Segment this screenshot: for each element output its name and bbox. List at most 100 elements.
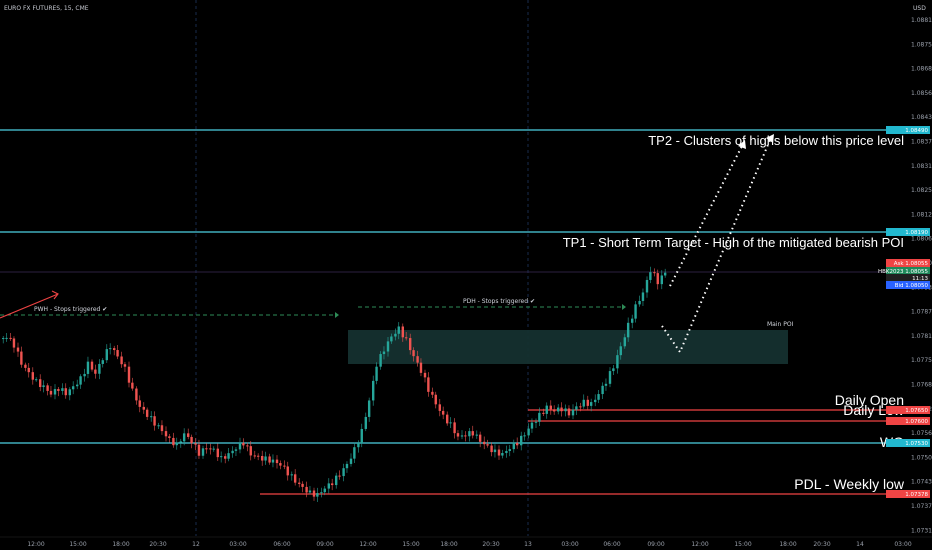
price-tick-label: 1.07375	[911, 503, 932, 510]
trend-arrow-line[interactable]	[0, 293, 59, 319]
candle	[619, 342, 622, 360]
candle	[520, 431, 523, 451]
candle	[582, 394, 585, 409]
candle	[98, 359, 101, 380]
candle	[123, 362, 127, 373]
svg-text:1.07378: 1.07378	[905, 492, 928, 498]
candle	[338, 470, 341, 480]
candles-group	[2, 266, 667, 502]
price-tick-label: 1.07750	[911, 357, 932, 364]
time-tick-label: 18:00	[112, 541, 129, 548]
candle	[57, 387, 60, 397]
candle	[238, 437, 242, 454]
candle	[9, 332, 12, 341]
price-badges: 1.08490 1.08190 Ask 1.08055 HBK2023 1.08055…	[878, 126, 930, 498]
candle	[557, 404, 560, 415]
candle	[179, 438, 182, 448]
pdh-label: PDH - Stops triggered ✔	[463, 298, 535, 305]
candle	[456, 430, 460, 441]
svg-text:1.07530: 1.07530	[905, 441, 928, 447]
candle	[626, 317, 630, 342]
candle	[175, 437, 178, 450]
time-tick-label: 13	[524, 541, 532, 548]
candle	[90, 359, 94, 372]
candle	[649, 266, 652, 284]
candle	[279, 460, 282, 470]
candle	[490, 442, 493, 457]
candle	[638, 295, 641, 307]
time-tick-label: 12	[192, 541, 200, 548]
candle	[105, 344, 108, 363]
candle	[76, 379, 79, 390]
pwh-label: PWH - Stops triggered ✔	[34, 306, 107, 313]
price-tick-label: 1.07875	[911, 309, 932, 316]
candle	[16, 342, 20, 357]
candle	[271, 454, 275, 468]
candle	[423, 369, 427, 383]
candle	[12, 336, 16, 353]
time-tick-label: 14	[856, 541, 864, 548]
projection-path-to-tp2[interactable]	[661, 139, 771, 355]
symbol-title: EURO FX FUTURES, 15, CME	[4, 5, 89, 12]
projection-path-first-leg[interactable]	[669, 145, 743, 287]
main-poi-zone[interactable]	[348, 330, 788, 364]
candle	[293, 469, 297, 486]
candle	[216, 443, 219, 462]
candle	[68, 387, 71, 401]
price-tick-label: 1.08310	[911, 163, 932, 170]
candle	[431, 387, 434, 398]
candle	[61, 383, 64, 395]
candle	[345, 461, 349, 473]
projection-arrow-head-2	[738, 140, 746, 149]
pwh-arrow-head	[335, 312, 339, 318]
candle	[597, 389, 600, 403]
candle	[286, 461, 289, 481]
price-tick-label: 1.07500	[911, 454, 932, 461]
candle	[209, 443, 212, 455]
candle	[101, 358, 104, 368]
candle	[545, 402, 548, 419]
time-tick-label: 03:00	[894, 541, 911, 548]
price-badge: 1.07530	[886, 439, 930, 447]
candle	[261, 450, 264, 466]
candle	[194, 438, 197, 450]
candle	[242, 438, 245, 449]
price-tick-label: 1.08435	[911, 114, 932, 121]
candle	[323, 485, 326, 496]
time-tick-label: 12:00	[691, 541, 708, 548]
candle	[397, 322, 400, 340]
price-badge: HBK2023 1.08055	[878, 267, 930, 275]
candle	[182, 428, 186, 446]
candle	[160, 420, 164, 435]
candle	[493, 444, 497, 458]
candle	[308, 485, 312, 495]
candle	[94, 364, 97, 379]
time-tick-label: 15:00	[402, 541, 419, 548]
candle	[612, 364, 615, 375]
candle	[190, 434, 193, 449]
candle	[631, 314, 634, 329]
candle	[153, 411, 156, 431]
price-tick-label: 1.08750	[911, 41, 932, 48]
time-tick-label: 12:00	[27, 541, 44, 548]
candle	[449, 417, 452, 429]
candle	[367, 397, 371, 422]
candle	[375, 362, 378, 385]
price-tick-label: 1.07435	[911, 479, 932, 486]
price-badge: Ask 1.08055	[886, 259, 930, 267]
candle	[404, 332, 408, 341]
price-badge: 1.08490	[886, 126, 930, 134]
candle	[234, 446, 238, 457]
candle	[542, 408, 545, 416]
candle	[379, 351, 382, 370]
candle	[534, 418, 538, 428]
candle	[335, 472, 338, 489]
candle	[116, 345, 119, 360]
main-poi-label: Main POI	[767, 321, 794, 328]
candle	[560, 402, 563, 417]
time-scale[interactable]: 12:00 15:00 18:00 20:30 12 03:00 06:00 09:00 12:…	[27, 541, 911, 548]
price-tick-label: 1.07685	[911, 382, 932, 389]
candle	[589, 398, 593, 412]
candle	[164, 426, 168, 442]
